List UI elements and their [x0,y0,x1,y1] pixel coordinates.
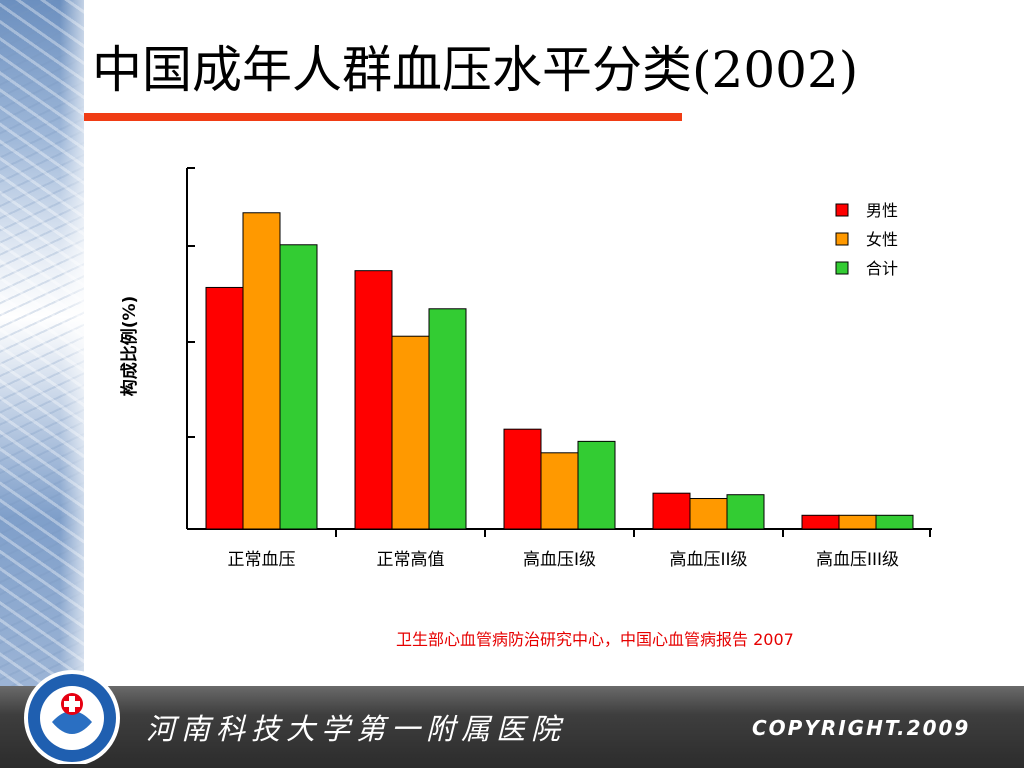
bar-female [540,452,579,530]
bar-male [205,286,244,530]
y-axis-label: 构成比例(%) [119,296,140,397]
hospital-logo [10,660,134,766]
title-underline [84,113,682,121]
bar-male [801,514,840,530]
slide-title: 中国成年人群血压水平分类(2002) [92,41,859,99]
legend-swatch [835,232,849,246]
bar-total [577,440,616,530]
copyright-label: COPYRIGHT.2009 [752,716,971,740]
bar-chart: 正常血压 正常高值 高血压I级 高血压II级 高血压III级 构成比例(%) 男性女性合… [119,167,932,570]
legend-label: 合计 [866,259,898,278]
x-tick-label: 高血压II级 [669,550,747,570]
bar-male [652,492,691,530]
bar-total [279,244,318,530]
legend-swatch [835,261,849,275]
x-tick-label: 高血压III级 [816,550,899,570]
chart-category-labels: 正常血压 正常高值 高血压I级 高血压II级 高血压III级 [228,550,900,570]
bar-male [503,428,542,530]
legend-swatch [835,203,849,217]
legend-label: 女性 [866,230,898,249]
x-tick-label: 正常高值 [377,550,445,570]
bar-total [875,514,914,530]
bar-female [242,212,281,530]
bar-female [391,335,430,530]
bar-female [838,514,877,530]
source-note: 卫生部心血管病防治研究中心，中国心血管病报告 2007 [396,630,794,649]
chart-bars [205,212,914,530]
legend-label: 男性 [866,201,898,220]
x-tick-label: 高血压I级 [523,550,596,570]
x-tick-label: 正常血压 [228,550,296,570]
bar-female [689,498,728,530]
bar-total [726,494,765,530]
bar-male [354,270,393,530]
footer-banner [0,686,1024,768]
bar-total [428,308,467,530]
hospital-name: 河南科技大学第一附属医院 [146,712,567,746]
